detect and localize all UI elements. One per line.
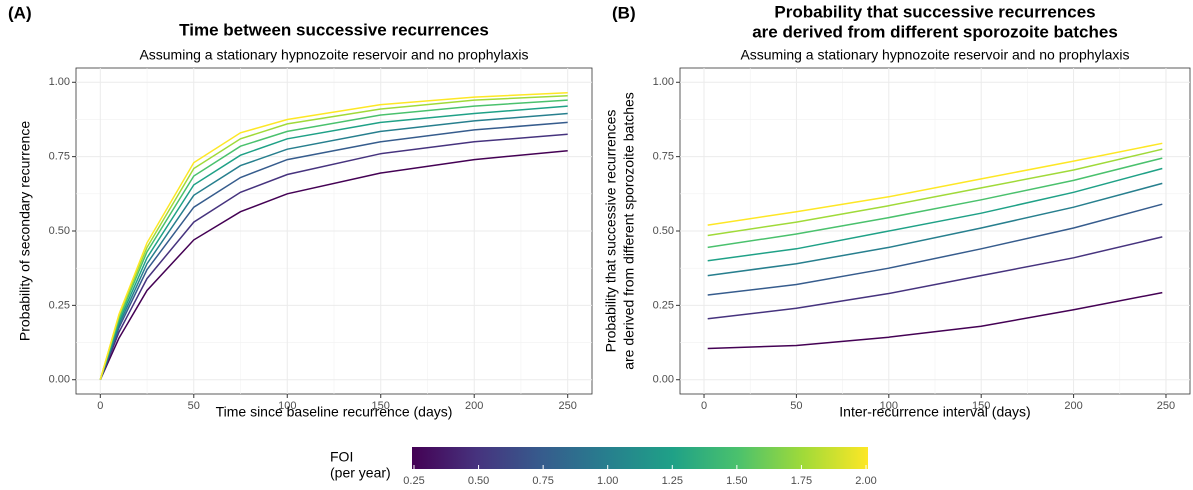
legend-title: (per year) bbox=[330, 465, 391, 481]
x-tick-label: 250 bbox=[1157, 400, 1175, 412]
series-line bbox=[99, 112, 568, 380]
series-line bbox=[99, 149, 568, 381]
x-axis-label: Inter-recurrence interval (days) bbox=[839, 404, 1030, 420]
x-tick-label: 200 bbox=[1064, 400, 1082, 412]
series-line bbox=[707, 142, 1163, 226]
x-tick-label: 100 bbox=[880, 400, 898, 412]
colorbar bbox=[412, 447, 868, 469]
series-line bbox=[99, 91, 568, 380]
y-tick-label: 0.50 bbox=[653, 225, 674, 237]
series-line bbox=[707, 203, 1163, 296]
y-tick-label: 1.00 bbox=[653, 76, 674, 88]
colorbar-tick-label: 2.00 bbox=[855, 475, 876, 487]
x-tick-label: 0 bbox=[97, 400, 103, 412]
x-tick-label: 150 bbox=[972, 400, 990, 412]
x-axis-label: Time since baseline recurrence (days) bbox=[216, 404, 453, 420]
y-axis-label: are derived from different sporozoite ba… bbox=[621, 92, 637, 370]
x-tick-label: 150 bbox=[372, 400, 390, 412]
colorbar-tick-label: 1.75 bbox=[791, 475, 812, 487]
x-tick-label: 50 bbox=[188, 400, 200, 412]
x-tick-label: 200 bbox=[465, 400, 483, 412]
series-line bbox=[707, 148, 1163, 237]
chart-title: Time between successive recurrences bbox=[179, 20, 489, 39]
x-tick-label: 50 bbox=[790, 400, 802, 412]
y-tick-label: 0.75 bbox=[49, 151, 70, 163]
series-line bbox=[99, 121, 568, 380]
panel-label: (B) bbox=[612, 3, 636, 22]
y-tick-label: 0.75 bbox=[653, 151, 674, 163]
series-line bbox=[707, 157, 1163, 249]
series-line bbox=[707, 182, 1163, 277]
legend-title: FOI bbox=[330, 449, 353, 465]
series-line bbox=[99, 94, 568, 380]
y-axis-label: Probability that successive recurrences bbox=[603, 110, 619, 353]
x-tick-label: 250 bbox=[559, 400, 577, 412]
chart-subtitle: Assuming a stationary hypnozoite reservo… bbox=[139, 47, 528, 63]
series-line bbox=[99, 105, 568, 380]
y-tick-label: 0.25 bbox=[653, 299, 674, 311]
colorbar-tick-label: 0.50 bbox=[468, 475, 489, 487]
series-line bbox=[99, 133, 568, 380]
y-tick-label: 0.25 bbox=[49, 299, 70, 311]
y-axis-label: Probability of secondary recurrence bbox=[17, 121, 33, 341]
series-line bbox=[99, 99, 568, 380]
colorbar-tick-label: 0.25 bbox=[403, 475, 424, 487]
x-tick-label: 100 bbox=[278, 400, 296, 412]
series-line bbox=[707, 236, 1163, 320]
panel-label: (A) bbox=[8, 3, 32, 22]
x-tick-label: 0 bbox=[701, 400, 707, 412]
y-tick-label: 0.50 bbox=[49, 225, 70, 237]
series-line bbox=[707, 291, 1163, 350]
colorbar-tick-label: 0.75 bbox=[532, 475, 553, 487]
chart-subtitle: Assuming a stationary hypnozoite reservo… bbox=[740, 47, 1129, 63]
chart-title: are derived from different sporozoite ba… bbox=[752, 22, 1118, 41]
colorbar-tick-label: 1.25 bbox=[662, 475, 683, 487]
series-line bbox=[707, 167, 1163, 262]
colorbar-tick-label: 1.00 bbox=[597, 475, 618, 487]
y-tick-label: 0.00 bbox=[653, 374, 674, 386]
y-tick-label: 1.00 bbox=[49, 76, 70, 88]
chart-title: Probability that successive recurrences bbox=[774, 2, 1095, 21]
colorbar-tick-label: 1.50 bbox=[726, 475, 747, 487]
y-tick-label: 0.00 bbox=[49, 374, 70, 386]
